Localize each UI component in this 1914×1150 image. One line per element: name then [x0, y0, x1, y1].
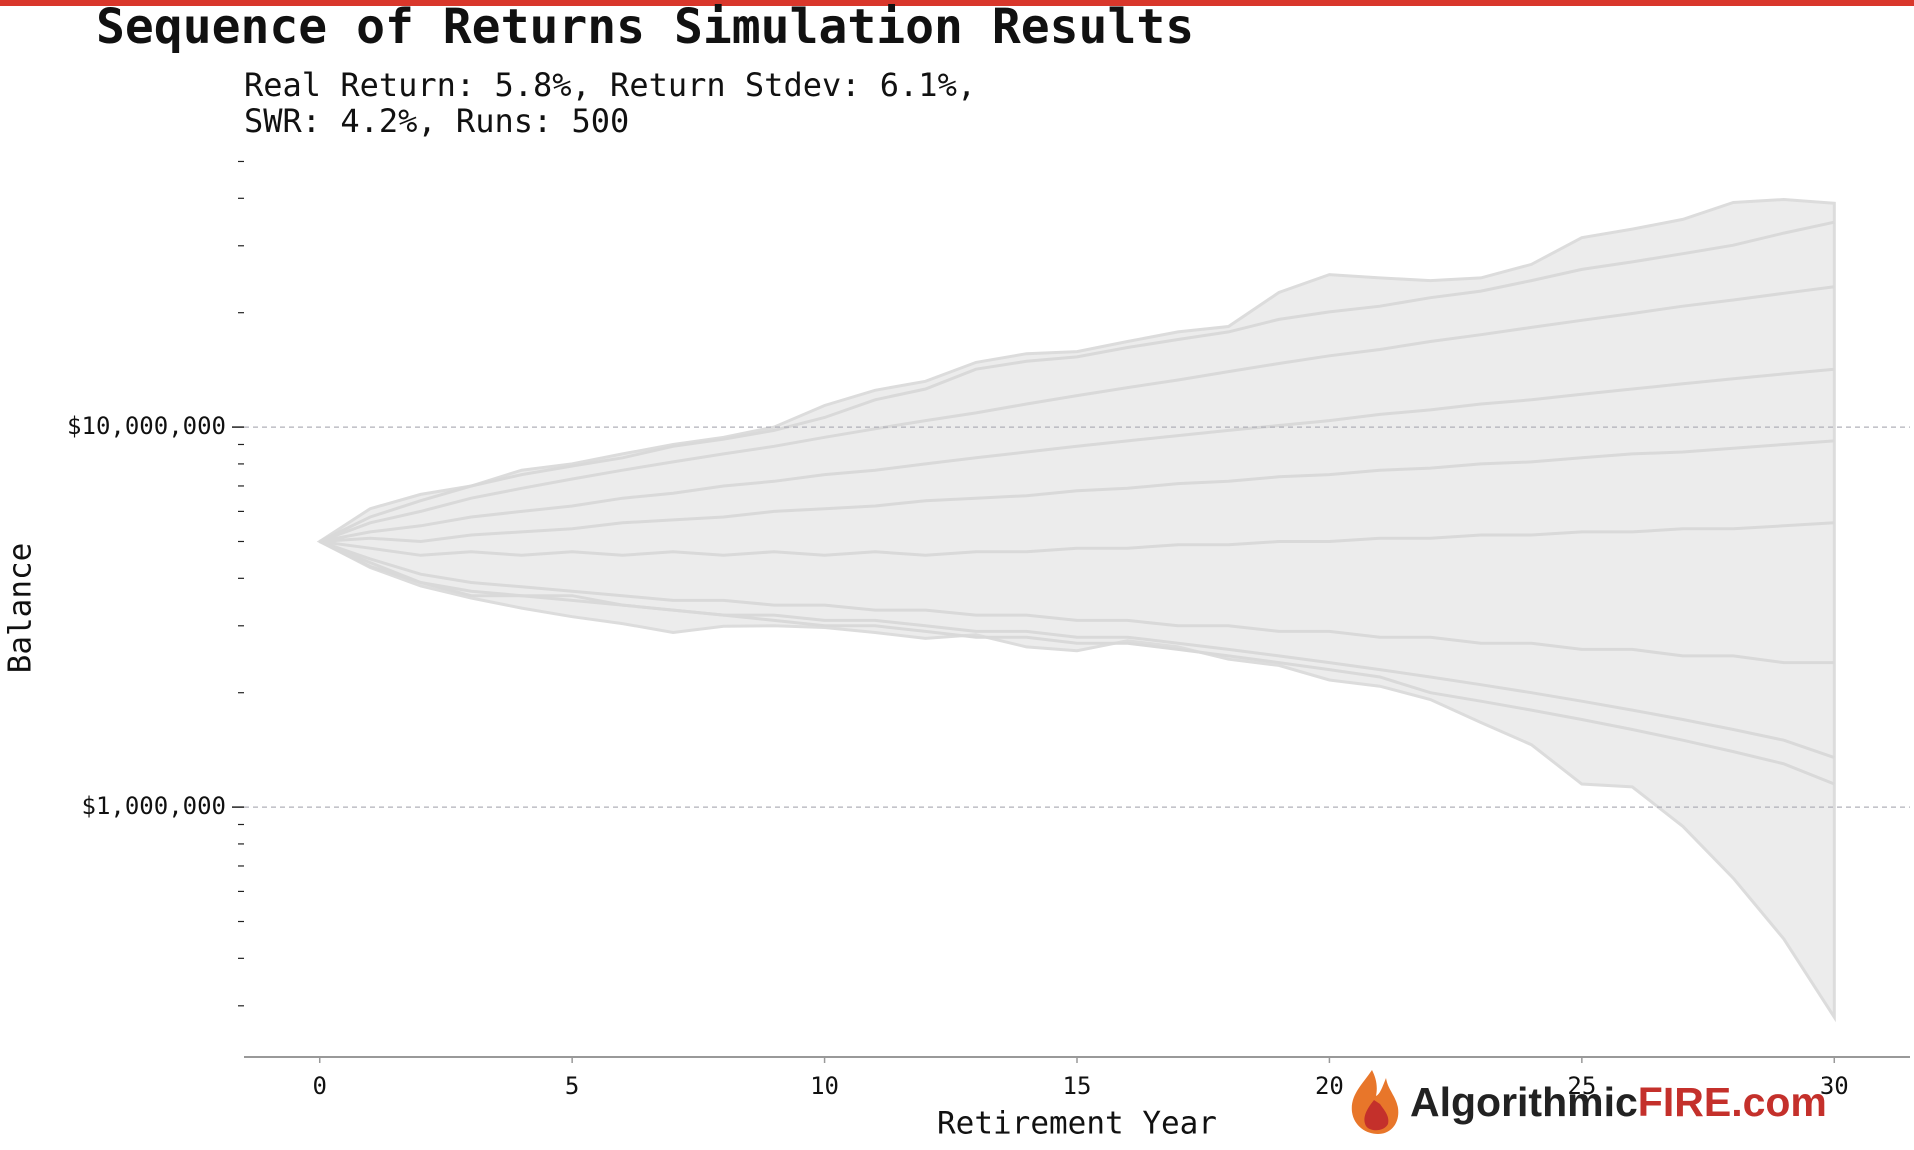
plot-area: [316, 197, 1836, 1023]
x-tick-label: 5: [565, 1072, 579, 1100]
top-bar: [0, 0, 1914, 6]
run-line: [319, 439, 1835, 544]
x-tick-label: 0: [313, 1072, 327, 1100]
y-tick-label: $1,000,000: [82, 792, 227, 820]
x-tick-label: 10: [810, 1072, 839, 1100]
run-line: [319, 521, 1835, 557]
x-axis-label: Retirement Year: [937, 1106, 1217, 1142]
run-line: [319, 285, 1835, 543]
logo-flame-inner: [1364, 1100, 1389, 1131]
run-line: [319, 367, 1835, 543]
x-tick-label: 20: [1315, 1072, 1344, 1100]
logo-text-accent: FIRE.com: [1638, 1079, 1827, 1125]
run-line: [319, 540, 1835, 665]
x-tick-label: 15: [1063, 1072, 1092, 1100]
x-tick-label: 25: [1567, 1072, 1596, 1100]
y-tick-label: $10,000,000: [67, 412, 226, 440]
chart-subtitle: Real Return: 5.8%, Return Stdev: 6.1%,: [244, 66, 976, 104]
run-line: [319, 540, 1835, 760]
y-axis-label: Balance: [3, 543, 39, 674]
run-line: [319, 540, 1835, 786]
chart-subtitle: SWR: 4.2%, Runs: 500: [244, 102, 629, 140]
x-tick-label: 30: [1820, 1072, 1849, 1100]
logo-text: AlgorithmicFIRE.com: [1410, 1079, 1827, 1125]
envelope-area: [316, 197, 1836, 1023]
run-line: [319, 220, 1835, 543]
logo-text-main: Algorithmic: [1410, 1079, 1638, 1125]
logo: AlgorithmicFIRE.com: [1351, 1070, 1827, 1134]
chart-title: Sequence of Returns Simulation Results: [96, 0, 1194, 55]
